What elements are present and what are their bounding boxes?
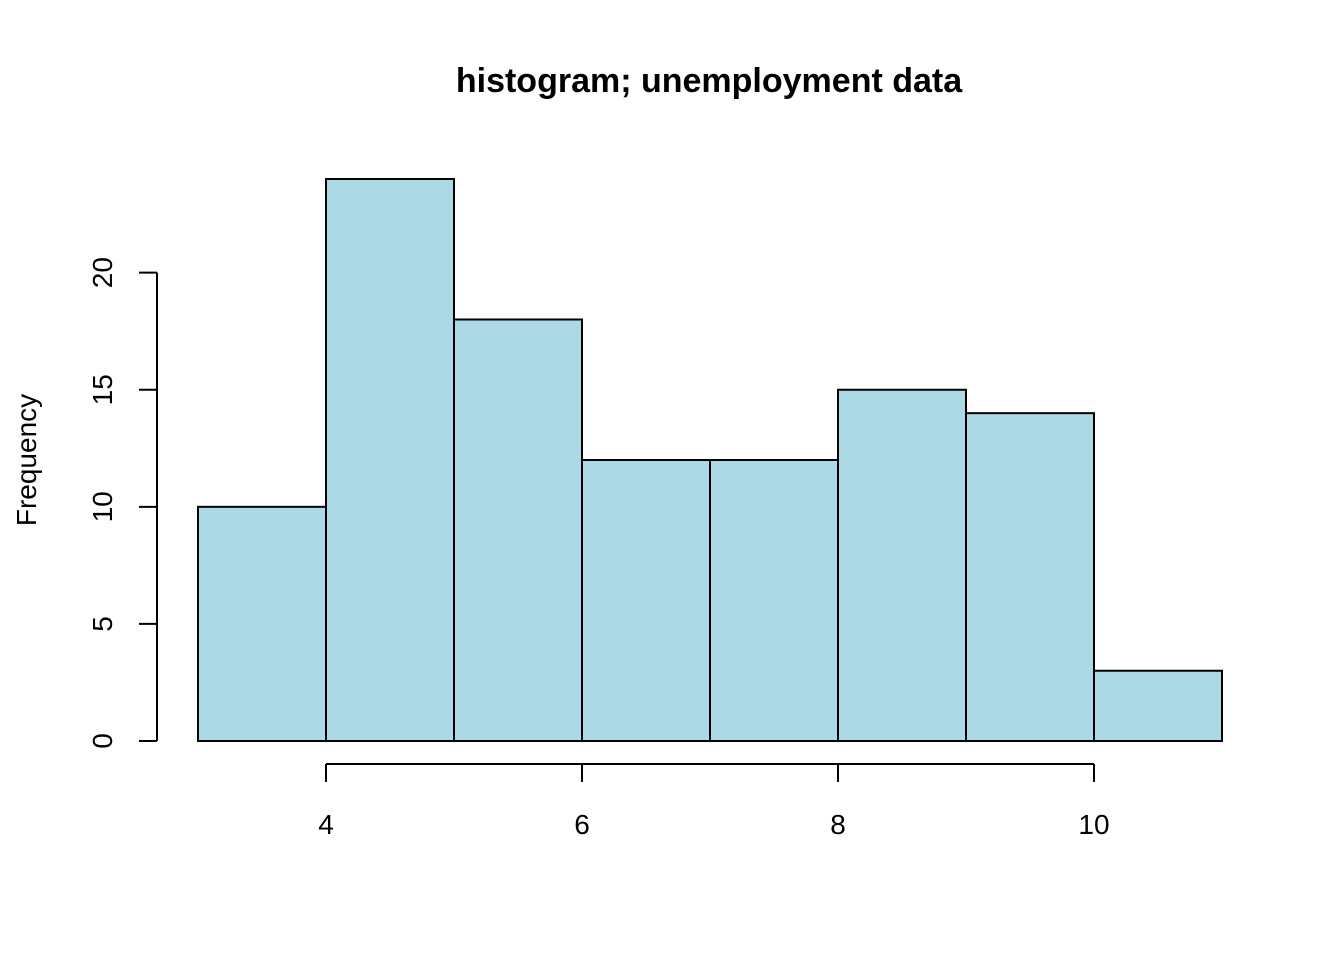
x-tick-label-8: 8 — [830, 809, 846, 840]
y-tick-label-10: 10 — [87, 491, 118, 522]
y-tick-label-5: 5 — [87, 616, 118, 632]
x-tick-label-4: 4 — [318, 809, 334, 840]
y-axis-label: Frequency — [11, 394, 42, 526]
y-tick-label-0: 0 — [87, 733, 118, 749]
histogram-bar-6 — [837, 388, 967, 742]
y-tick-label-15: 15 — [87, 374, 118, 405]
histogram-bar-8 — [1093, 669, 1223, 742]
bars-group — [197, 178, 1223, 743]
x-tick-label-10: 10 — [1078, 809, 1109, 840]
histogram-bar-1 — [197, 505, 327, 743]
chart-title: histogram; unemployment data — [456, 62, 963, 100]
histogram-bar-5 — [709, 459, 839, 742]
y-tick-label-20: 20 — [87, 257, 118, 288]
histogram-bar-7 — [965, 412, 1095, 742]
histogram-bar-3 — [453, 318, 583, 742]
y-axis: 0 5 10 15 20 — [87, 257, 158, 749]
x-axis: 4 6 8 10 — [318, 763, 1110, 840]
histogram-bar-2 — [325, 178, 455, 742]
histogram-bar-4 — [581, 459, 711, 742]
x-tick-label-6: 6 — [574, 809, 590, 840]
